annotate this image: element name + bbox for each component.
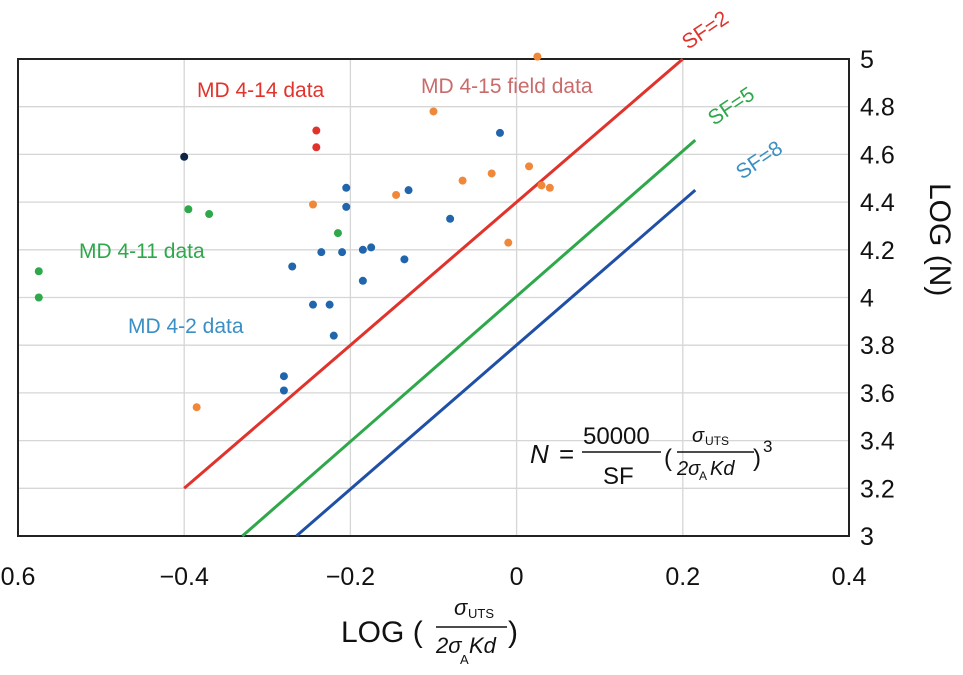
y-axis-title: LOG (N) (923, 183, 956, 296)
point-md-4-15-field-data (525, 162, 534, 171)
formula-open-paren: ( (664, 445, 672, 472)
x-tick-label: 0 (510, 563, 524, 591)
x-tick-labels: 0.6 −0.4 −0.2 0 0.2 0.4 (1, 563, 867, 591)
point-md-4-15-field-data (192, 403, 201, 412)
point-md-4-11-data (34, 267, 43, 276)
point-md-4-2-data (325, 300, 334, 309)
label-md-4-2: MD 4-2 data (128, 315, 244, 338)
point-md-4-15-field-data (429, 107, 438, 116)
y-tick-label: 3 (860, 523, 874, 551)
point-md-4-2-data (446, 214, 455, 223)
y-tick-label: 3.6 (860, 380, 895, 408)
point-md-4-11-data (184, 205, 193, 214)
y-tick-label: 3.2 (860, 475, 895, 503)
label-md-4-15: MD 4-15 field data (421, 75, 593, 98)
formula-sub-a: A (699, 469, 707, 483)
point-md-4-11-data (34, 293, 43, 302)
x-title-prefix: LOG ( (341, 616, 423, 649)
point-md-4-2-data (342, 183, 351, 192)
label-sf-2: SF=2 (678, 7, 733, 54)
x-title-sub-a: A (460, 652, 469, 667)
line-sf-2 (183, 57, 684, 490)
formula-close-paren: ) (753, 445, 761, 472)
x-axis-title: LOG ( σ UTS 2σ A Kd ) (341, 595, 518, 667)
point-md-4-15-field-data (309, 200, 318, 209)
y-tick-labels: 3 3.2 3.4 3.6 3.8 4 4.2 4.4 4.6 4.8 5 (860, 46, 895, 551)
x-tick-label: −0.4 (160, 563, 209, 591)
sf-lines (183, 57, 697, 538)
y-tick-label: 4 (860, 285, 874, 313)
formula-eq: = (559, 439, 574, 469)
y-tick-label: 3.4 (860, 428, 895, 456)
formula-lhs: N (530, 439, 549, 469)
point-md-4-15-field-data (392, 190, 401, 199)
line-sf-5 (241, 138, 697, 538)
point-md-4-2-data (329, 331, 338, 340)
point-md-4-2-data (317, 248, 326, 257)
y-tick-label: 4.8 (860, 94, 895, 122)
point-md-4-2-data (309, 300, 318, 309)
point-md-4-14-data (312, 143, 321, 152)
point-md-4-2-data (342, 202, 351, 211)
formula-den-post: Kd (710, 458, 735, 480)
y-tick-label: 4.4 (860, 189, 895, 217)
label-md-4-11: MD 4-11 data (79, 240, 205, 263)
x-title-den-post: Kd (469, 633, 497, 658)
label-sf-8: SF=8 (732, 137, 787, 184)
point-md-4-15-field-data (545, 183, 554, 192)
formula-power: 3 (763, 437, 772, 456)
x-title-den-pre: 2σ (435, 633, 462, 658)
plot-border (17, 58, 850, 537)
y-tick-label: 4.6 (860, 141, 895, 169)
point-md-4-15-field-data (458, 176, 467, 185)
x-title-sigma: σ (454, 595, 468, 620)
formula-numerator: 50000 (583, 423, 650, 450)
y-tick-label: 5 (860, 46, 874, 74)
x-tick-label: 0.6 (1, 563, 36, 591)
formula-sigma-uts: σ (692, 425, 705, 447)
data-points (34, 52, 554, 412)
y-tick-label: 4.2 (860, 237, 895, 265)
formula-denominator: SF (603, 463, 634, 490)
point-md-4-15-field-data (504, 238, 513, 247)
point-md-4-15-field-data (537, 181, 546, 190)
point-md-4-2-data (358, 245, 367, 254)
plot-frame (17, 58, 850, 537)
y-tick-label: 3.8 (860, 332, 895, 360)
formula-den-pre: 2σ (676, 458, 701, 480)
point-md-4-2-data (495, 128, 504, 137)
label-sf-5: SF=5 (704, 83, 759, 130)
point-md-4-2-data (400, 255, 409, 264)
point-dark-point (180, 152, 189, 161)
point-md-4-2-data (338, 248, 347, 257)
formula: N = 50000 SF ( σ UTS 2σ A Kd ) 3 (530, 423, 772, 490)
point-md-4-2-data (288, 262, 297, 271)
point-md-4-2-data (279, 386, 288, 395)
point-md-4-15-field-data (487, 169, 496, 178)
x-tick-label: −0.2 (326, 563, 375, 591)
point-md-4-14-data (312, 126, 321, 135)
label-md-4-14: MD 4-14 data (197, 79, 325, 102)
point-md-4-2-data (279, 372, 288, 381)
formula-sub-uts: UTS (705, 434, 729, 448)
point-md-4-2-data (404, 186, 413, 195)
x-title-suffix: ) (508, 616, 518, 649)
x-tick-label: 0.2 (665, 563, 700, 591)
point-md-4-2-data (367, 243, 376, 252)
line-sf-8 (295, 189, 697, 538)
x-title-sub-uts: UTS (468, 606, 494, 621)
point-md-4-11-data (205, 210, 214, 219)
point-md-4-15-field-data (533, 52, 542, 61)
x-tick-label: 0.4 (832, 563, 867, 591)
point-md-4-11-data (333, 229, 342, 238)
point-md-4-2-data (358, 276, 367, 285)
